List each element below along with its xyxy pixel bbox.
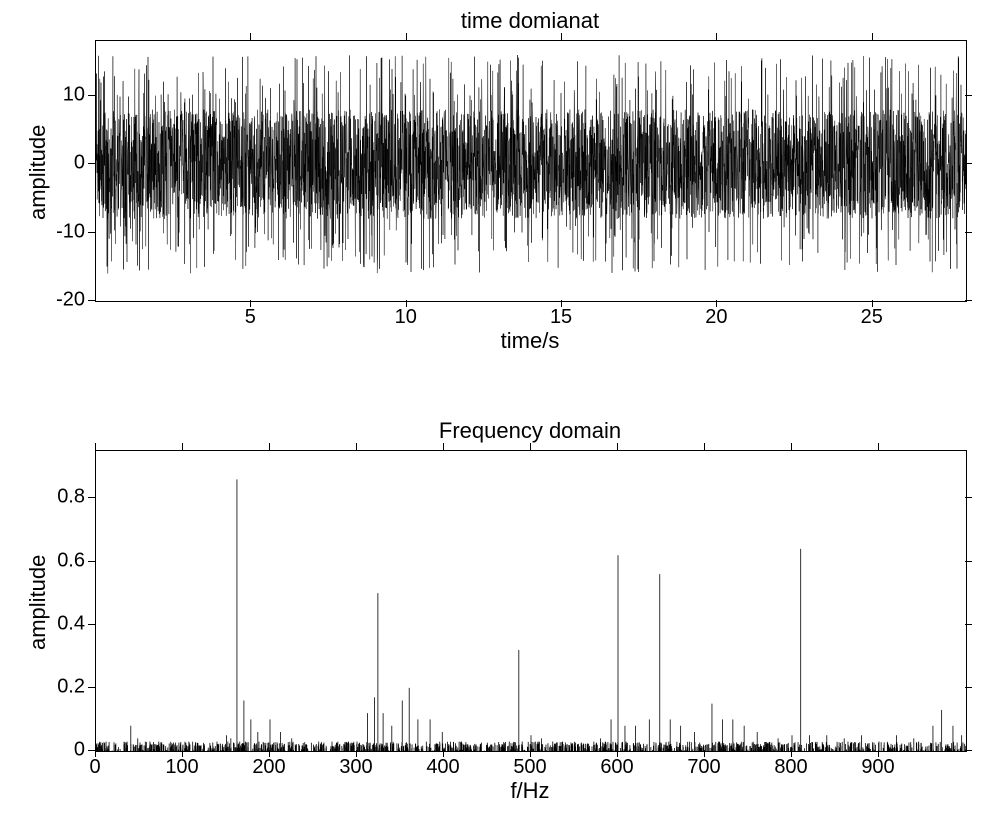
y-tick [965,624,972,625]
x-tick-label: 25 [861,306,883,329]
time-chart-xlabel: time/s [95,328,965,354]
x-tick-label: 10 [395,306,417,329]
y-tick [88,561,95,562]
x-tick [791,443,792,450]
x-tick [878,443,879,450]
y-tick-label: 0.2 [45,675,85,698]
x-tick [95,443,96,450]
x-tick [716,33,717,40]
time-chart-axes [95,40,967,302]
x-tick [443,443,444,450]
y-tick [88,232,95,233]
y-tick-label: 10 [45,83,85,106]
y-tick [965,687,972,688]
freq-chart-title: Frequency domain [95,418,965,444]
x-tick-label: 100 [165,756,198,779]
y-tick [965,497,972,498]
x-tick [872,33,873,40]
x-tick [269,443,270,450]
y-tick-label: 0 [45,739,85,762]
spectrum-lines [96,479,965,751]
freq-chart-xlabel: f/Hz [95,778,965,804]
x-tick [561,33,562,40]
y-tick [965,95,972,96]
x-tick-label: 15 [550,306,572,329]
x-tick-label: 600 [600,756,633,779]
x-tick-label: 800 [774,756,807,779]
time-chart-title: time domianat [95,8,965,34]
y-tick-label: -10 [45,220,85,243]
y-tick-label: 0.4 [45,612,85,635]
y-tick [965,232,972,233]
x-tick-label: 200 [252,756,285,779]
y-tick [88,300,95,301]
x-tick [406,33,407,40]
x-tick-label: 900 [861,756,894,779]
y-tick [88,624,95,625]
y-tick-label: 0.6 [45,549,85,572]
y-tick-label: 0.8 [45,486,85,509]
y-tick-label: -20 [45,289,85,312]
x-tick [617,443,618,450]
x-tick-label: 5 [245,306,256,329]
y-tick [88,95,95,96]
x-tick-label: 400 [426,756,459,779]
y-tick [965,163,972,164]
x-tick-label: 500 [513,756,546,779]
y-tick [965,300,972,301]
y-tick [965,750,972,751]
y-tick [965,561,972,562]
x-tick [356,443,357,450]
freq-chart-plot [96,451,966,751]
y-tick [88,163,95,164]
y-tick [88,750,95,751]
freq-chart-axes [95,450,967,752]
x-tick-label: 20 [705,306,727,329]
figure: time domianat amplitude time/s Frequency… [0,0,1000,819]
x-tick-label: 300 [339,756,372,779]
time-chart-plot [96,41,966,301]
x-tick [182,443,183,450]
x-tick-label: 0 [89,756,100,779]
time-signal-line [96,55,966,274]
y-tick [88,497,95,498]
x-tick-label: 700 [687,756,720,779]
x-tick [704,443,705,450]
y-tick-label: 0 [45,152,85,175]
x-tick [530,443,531,450]
x-tick [250,33,251,40]
y-tick [88,687,95,688]
